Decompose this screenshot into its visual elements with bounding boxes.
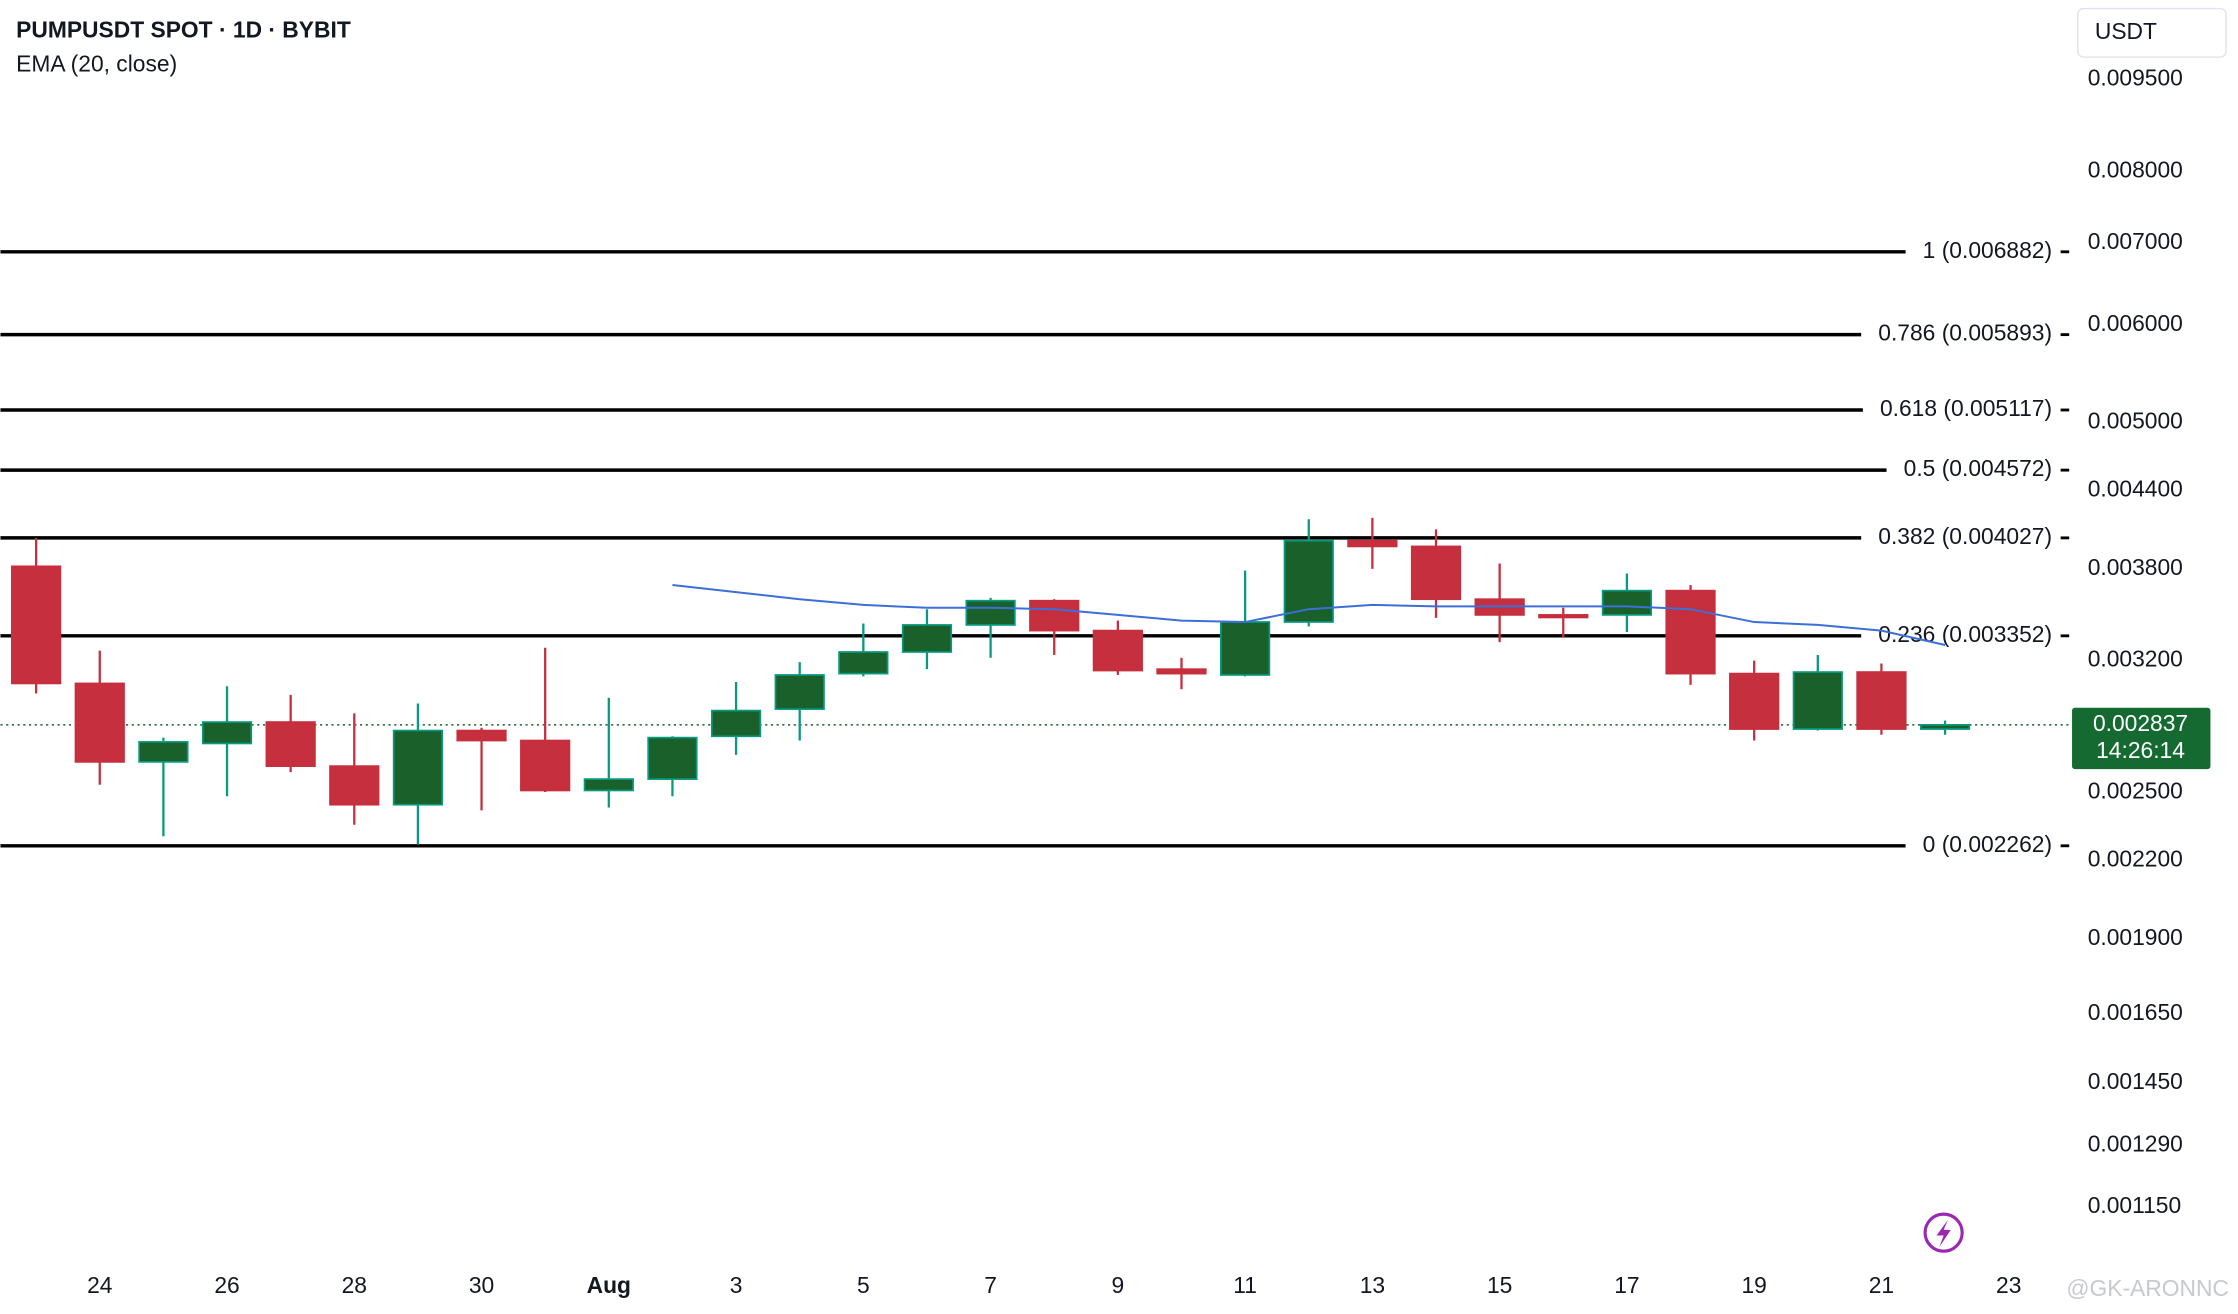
x-tick-label: 24 [87,1272,113,1298]
x-tick-label: 28 [342,1272,367,1298]
y-tick-label: 0.001650 [2088,999,2183,1025]
x-tick-label: 3 [730,1272,743,1298]
candle-body [1792,671,1843,730]
x-tick-label: 23 [1996,1272,2021,1298]
currency-button[interactable] [2077,7,2227,58]
currency-label: USDT [2095,18,2157,44]
candle-body [1092,629,1143,672]
y-tick-label: 0.003800 [2088,554,2183,580]
y-tick-label: 0.001450 [2088,1068,2183,1094]
y-tick-label: 0.001900 [2088,924,2183,950]
y-tick-label: 0.001150 [2088,1192,2181,1218]
fib-label: 0.618 (0.005117) [1880,395,2052,421]
candle-body [1156,668,1207,675]
candle-body [710,709,762,738]
x-tick-label: Aug [587,1272,631,1298]
candle-body [265,721,316,767]
fib-label: 0 (0.002262) [1923,831,2052,857]
chart-title: PUMPUSDT SPOT · 1D · BYBIT [16,16,351,42]
x-tick-label: 5 [857,1272,870,1298]
candle-body [138,741,189,763]
price-box [2072,707,2211,770]
candle-body [1347,539,1398,548]
candle-body [1729,672,1780,730]
ema-line [672,583,1946,646]
bolt-icon[interactable] [1923,1212,1964,1253]
y-tick-label: 0.002500 [2088,777,2183,803]
candle-body [583,778,634,792]
y-tick-label: 0.002200 [2088,846,2183,872]
watermark: @GK-ARONNC [2066,1275,2229,1301]
candle-body [11,565,62,685]
fib-label: 0.5 (0.004572) [1904,455,2052,481]
x-tick-label: 15 [1487,1272,1512,1298]
candle-body [201,721,253,745]
indicator-label: EMA (20, close) [16,51,177,77]
fib-label: 0.236 (0.003352) [1878,621,2052,647]
x-tick-label: 19 [1741,1272,1766,1298]
countdown-label: 14:26:14 [2096,737,2185,763]
x-tick-label: 21 [1869,1272,1894,1298]
candle-body [1029,599,1080,632]
candle-body [329,765,380,806]
candle-body [1410,545,1462,601]
x-tick-label: 13 [1360,1272,1385,1298]
y-tick-label: 0.008000 [2088,156,2183,182]
y-tick-label: 0.006000 [2088,310,2183,336]
candle-body [1220,621,1271,676]
candle-body [392,729,444,806]
candle-body [965,599,1016,626]
candle-body [1601,589,1653,616]
candle-body [1856,671,1907,730]
x-tick-label: 7 [984,1272,997,1298]
y-tick-label: 0.003200 [2088,646,2183,672]
fib-label: 0.382 (0.004027) [1878,523,2052,549]
fib-label: 0.786 (0.005893) [1878,320,2052,346]
candle-body [1538,614,1589,619]
candle-body [774,674,825,710]
y-tick-label: 0.007000 [2088,228,2183,254]
y-tick-label: 0.001290 [2088,1131,2183,1157]
x-tick-label: 30 [469,1272,494,1298]
candle-body [901,624,953,653]
y-tick-label: 0.005000 [2088,407,2183,433]
x-tick-label: 26 [214,1272,239,1298]
candle-body [647,736,698,780]
x-tick-label: 17 [1614,1272,1639,1298]
candle-body [1665,589,1716,675]
candle-body [456,729,507,742]
candle-body [74,682,125,763]
y-tick-label: 0.009500 [2088,65,2183,91]
candle-body [1919,724,1971,730]
candle-body [520,739,571,792]
fib-label: 1 (0.006882) [1923,237,2052,263]
candle-body [838,651,889,675]
x-tick-label: 11 [1233,1272,1257,1298]
x-tick-label: 9 [1112,1272,1125,1298]
price-label: 0.002837 [2093,710,2188,736]
y-tick-label: 0.004400 [2088,476,2183,502]
